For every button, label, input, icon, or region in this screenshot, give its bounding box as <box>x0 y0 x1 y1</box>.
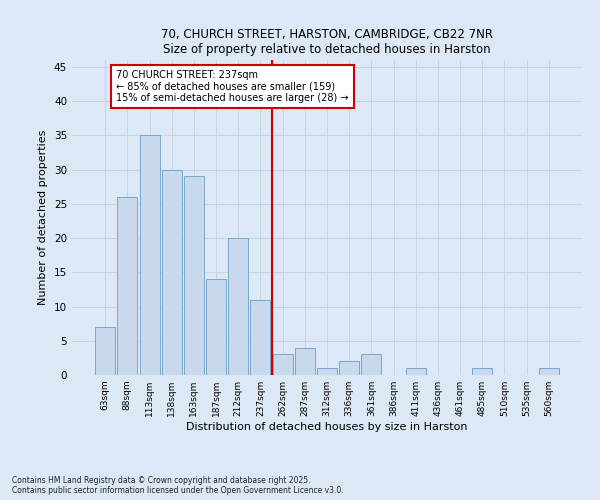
Bar <box>162 170 182 375</box>
Bar <box>295 348 315 375</box>
Bar <box>472 368 492 375</box>
Text: Contains HM Land Registry data © Crown copyright and database right 2025.
Contai: Contains HM Land Registry data © Crown c… <box>12 476 344 495</box>
Text: 70 CHURCH STREET: 237sqm
← 85% of detached houses are smaller (159)
15% of semi-: 70 CHURCH STREET: 237sqm ← 85% of detach… <box>116 70 349 104</box>
Bar <box>184 176 204 375</box>
Bar <box>361 354 382 375</box>
Bar <box>339 362 359 375</box>
Bar <box>317 368 337 375</box>
Bar <box>206 279 226 375</box>
Y-axis label: Number of detached properties: Number of detached properties <box>38 130 49 305</box>
Bar <box>95 327 115 375</box>
Bar <box>228 238 248 375</box>
Bar <box>140 136 160 375</box>
Bar <box>272 354 293 375</box>
Bar <box>406 368 426 375</box>
Title: 70, CHURCH STREET, HARSTON, CAMBRIDGE, CB22 7NR
Size of property relative to det: 70, CHURCH STREET, HARSTON, CAMBRIDGE, C… <box>161 28 493 56</box>
Bar <box>118 197 137 375</box>
Bar <box>539 368 559 375</box>
Bar <box>250 300 271 375</box>
X-axis label: Distribution of detached houses by size in Harston: Distribution of detached houses by size … <box>186 422 468 432</box>
